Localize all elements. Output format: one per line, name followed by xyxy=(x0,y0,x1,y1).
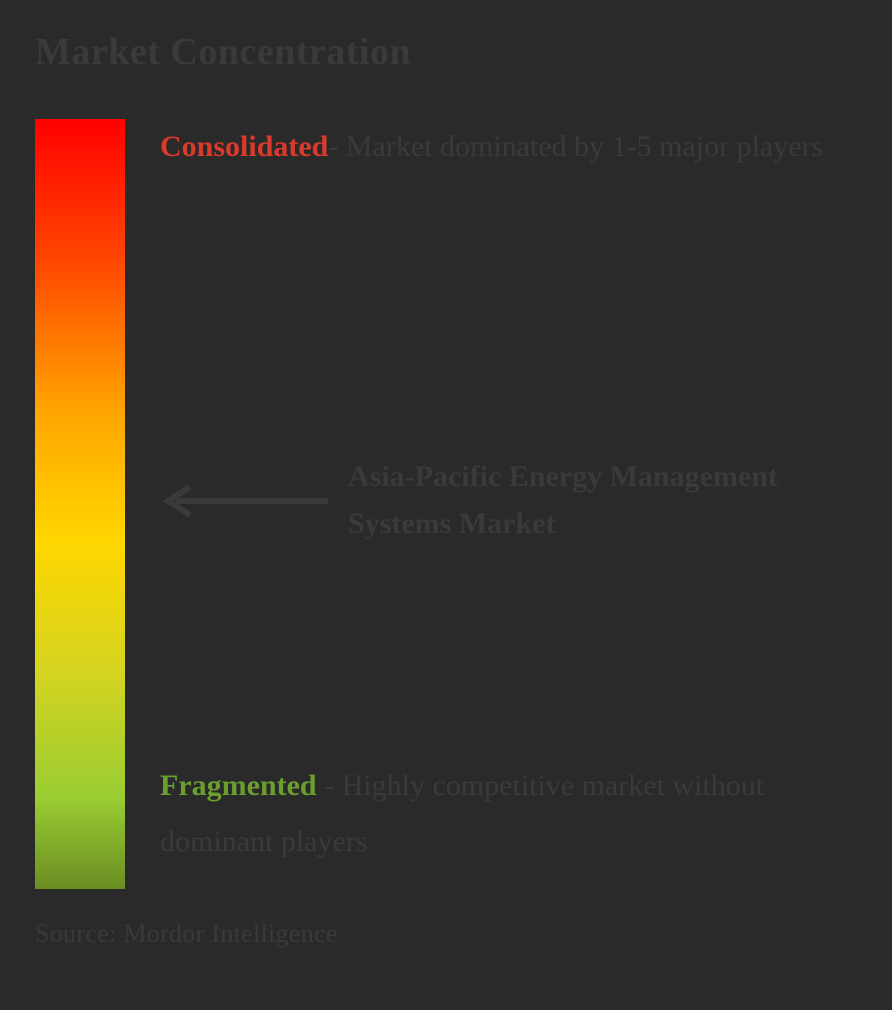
market-name: Asia-Pacific Energy Management Systems M… xyxy=(348,454,847,547)
fragmented-keyword: Fragmented xyxy=(160,769,317,802)
consolidated-label: Consolidated- Market dominated by 1-5 ma… xyxy=(160,119,847,175)
chart-title: Market Concentration xyxy=(35,30,857,74)
concentration-gradient-bar xyxy=(35,119,125,889)
arrow-left-icon xyxy=(160,482,330,520)
source-attribution: Source: Mordor Intelligence xyxy=(35,919,857,949)
consolidated-description: - Market dominated by 1-5 major players xyxy=(328,130,823,163)
chart-body: Consolidated- Market dominated by 1-5 ma… xyxy=(35,119,857,889)
market-indicator: Asia-Pacific Energy Management Systems M… xyxy=(160,454,847,547)
consolidated-keyword: Consolidated xyxy=(160,130,328,163)
labels-column: Consolidated- Market dominated by 1-5 ma… xyxy=(160,119,857,889)
fragmented-label: Fragmented - Highly competitive market w… xyxy=(160,758,847,869)
